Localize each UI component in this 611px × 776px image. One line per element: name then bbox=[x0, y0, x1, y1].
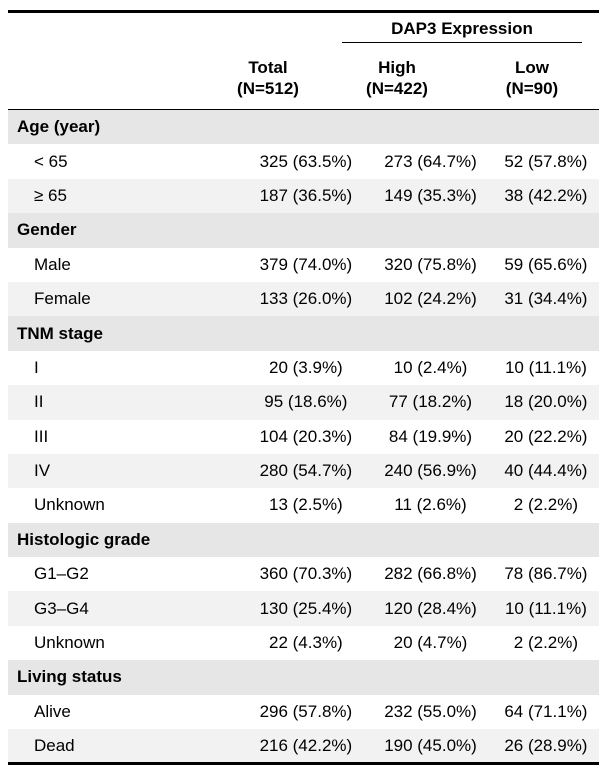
column-header-total: Total (N=512) bbox=[213, 57, 323, 99]
cell-high: 120 (28.4%) bbox=[368, 591, 493, 626]
section-title: Living status bbox=[8, 660, 599, 695]
cell-high: 149 (35.3%) bbox=[368, 178, 493, 214]
cell-low: 78 (86.7%) bbox=[504, 564, 588, 584]
group-header-underline bbox=[342, 42, 582, 43]
cell-total: 325 (63.5%) bbox=[259, 151, 353, 171]
cell-high: 273 (64.7%) bbox=[384, 151, 477, 171]
table-row: III 104 (20.3%) 84 (19.9%) 20 (22.2%) bbox=[8, 420, 599, 454]
section-header-row: TNM stage bbox=[8, 316, 599, 351]
cell-high: 232 (55.0%) bbox=[384, 701, 477, 721]
table-row: I 20 (3.9%) 10 (2.4%) 10 (11.1%) bbox=[8, 351, 599, 385]
cell-total: 104 (20.3%) bbox=[259, 426, 353, 446]
row-label: Unknown bbox=[34, 633, 105, 653]
cell-total: 130 (25.4%) bbox=[243, 591, 369, 626]
cell-total: 13 (2.5%) bbox=[269, 495, 343, 515]
cell-total: 133 (26.0%) bbox=[243, 281, 369, 317]
cell-high: 11 (2.6%) bbox=[394, 495, 467, 515]
cell-total: 296 (57.8%) bbox=[259, 701, 353, 721]
cell-high: 84 (19.9%) bbox=[388, 426, 473, 446]
section-title: Histologic grade bbox=[8, 522, 599, 558]
row-label: ≥ 65 bbox=[8, 178, 244, 214]
cell-low: 26 (28.9%) bbox=[492, 729, 599, 764]
cell-total: 379 (74.0%) bbox=[259, 254, 353, 274]
row-label: Alive bbox=[34, 701, 71, 721]
cell-low: 18 (20.0%) bbox=[492, 385, 599, 420]
cell-low: 52 (57.8%) bbox=[504, 151, 588, 171]
cell-high: 320 (75.8%) bbox=[384, 254, 477, 274]
cell-low: 59 (65.6%) bbox=[504, 254, 588, 274]
section-header-row: Gender bbox=[8, 213, 599, 248]
table-row: < 65 325 (63.5%) 273 (64.7%) 52 (57.8%) bbox=[8, 144, 599, 178]
column-header-name: Total bbox=[248, 58, 288, 77]
cell-total: 280 (54.7%) bbox=[243, 453, 369, 489]
column-header-low: Low (N=90) bbox=[477, 57, 587, 99]
cell-low: 10 (11.1%) bbox=[492, 591, 599, 626]
section-header-row: Age (year) bbox=[8, 110, 599, 145]
cell-high: 240 (56.9%) bbox=[368, 453, 493, 489]
column-header-name: High bbox=[378, 58, 416, 77]
cell-low: 2 (2.2%) bbox=[513, 495, 579, 515]
row-label: < 65 bbox=[34, 151, 68, 171]
table-row: Unknown 13 (2.5%) 11 (2.6%) 2 (2.2%) bbox=[8, 488, 599, 522]
section-title: Age (year) bbox=[8, 110, 599, 145]
section-title: Gender bbox=[8, 213, 599, 248]
column-header-n: (N=90) bbox=[505, 79, 559, 98]
cell-low: 64 (71.1%) bbox=[504, 701, 588, 721]
row-label: III bbox=[34, 426, 49, 446]
cell-low: 20 (22.2%) bbox=[504, 426, 588, 446]
table-row: Male 379 (74.0%) 320 (75.8%) 59 (65.6%) bbox=[8, 248, 599, 282]
cell-high: 190 (45.0%) bbox=[368, 729, 493, 764]
table-row: G3–G4 130 (25.4%) 120 (28.4%) 10 (11.1%) bbox=[8, 591, 599, 626]
cell-low: 40 (44.4%) bbox=[492, 453, 599, 489]
row-label: Female bbox=[8, 281, 244, 317]
bottom-rule bbox=[8, 762, 599, 765]
cell-high: 282 (66.8%) bbox=[384, 564, 477, 584]
row-label: I bbox=[34, 357, 39, 377]
column-header-name: Low bbox=[515, 58, 549, 77]
cell-high: 20 (4.7%) bbox=[393, 633, 468, 653]
column-header-n: (N=512) bbox=[237, 79, 299, 98]
section-header-row: Living status bbox=[8, 660, 599, 695]
cell-total: 20 (3.9%) bbox=[269, 357, 343, 377]
column-header-n: (N=422) bbox=[366, 79, 428, 98]
top-rule bbox=[8, 10, 599, 13]
table-row: G1–G2 360 (70.3%) 282 (66.8%) 78 (86.7%) bbox=[8, 557, 599, 591]
cell-total: 216 (42.2%) bbox=[243, 729, 369, 764]
row-label: G1–G2 bbox=[34, 564, 89, 584]
header-separator bbox=[8, 109, 599, 110]
cell-low: 2 (2.2%) bbox=[513, 633, 579, 653]
table-row: IV 280 (54.7%) 240 (56.9%) 40 (44.4%) bbox=[8, 453, 599, 489]
table-row: Dead 216 (42.2%) 190 (45.0%) 26 (28.9%) bbox=[8, 729, 599, 764]
table-row: Alive 296 (57.8%) 232 (55.0%) 64 (71.1%) bbox=[8, 695, 599, 729]
table-row: Female 133 (26.0%) 102 (24.2%) 31 (34.4%) bbox=[8, 281, 599, 317]
column-header-high: High (N=422) bbox=[342, 57, 452, 99]
cell-total: 187 (36.5%) bbox=[243, 178, 369, 214]
cell-high: 102 (24.2%) bbox=[368, 281, 493, 317]
section-title: TNM stage bbox=[8, 316, 599, 351]
table-row: Unknown 22 (4.3%) 20 (4.7%) 2 (2.2%) bbox=[8, 626, 599, 660]
cell-low: 38 (42.2%) bbox=[492, 178, 599, 214]
row-label: Unknown bbox=[34, 495, 105, 515]
section-header-row: Histologic grade bbox=[8, 522, 599, 558]
row-label: G3–G4 bbox=[8, 591, 244, 626]
group-header-title: DAP3 Expression bbox=[391, 19, 533, 38]
row-label: Dead bbox=[8, 729, 244, 764]
row-label: Male bbox=[34, 254, 71, 274]
cell-low: 31 (34.4%) bbox=[492, 281, 599, 317]
row-label: II bbox=[8, 385, 244, 420]
table-row: II 95 (18.6%) 77 (18.2%) 18 (20.0%) bbox=[8, 385, 599, 420]
cell-total: 22 (4.3%) bbox=[269, 633, 343, 653]
data-table: Age (year) < 65 325 (63.5%) 273 (64.7%) 52 (… bbox=[8, 110, 599, 764]
table-row: ≥ 65 187 (36.5%) 149 (35.3%) 38 (42.2%) bbox=[8, 178, 599, 214]
row-label: IV bbox=[8, 453, 244, 489]
cell-high: 77 (18.2%) bbox=[368, 385, 493, 420]
cell-low: 10 (11.1%) bbox=[504, 357, 587, 377]
cell-total: 95 (18.6%) bbox=[243, 385, 369, 420]
cell-total: 360 (70.3%) bbox=[259, 564, 353, 584]
cell-high: 10 (2.4%) bbox=[393, 357, 468, 377]
